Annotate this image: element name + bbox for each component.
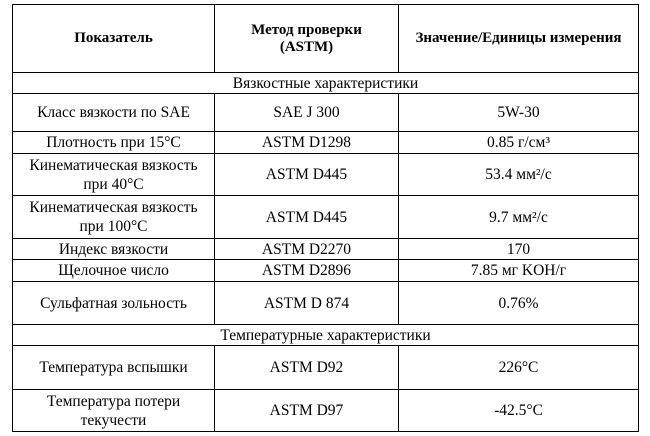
section-row: Вязкостные характеристики — [12, 72, 639, 94]
header-row: Показатель Метод проверки (ASTM) Значение/… — [12, 4, 639, 73]
data-row: Индекс вязкости ASTM D2270 170 — [12, 238, 639, 260]
cell: 0.85 г/см³ — [398, 131, 639, 154]
cell: ASTM D97 — [214, 389, 399, 432]
cell: ASTM D92 — [214, 345, 399, 390]
cell: Сульфатная зольность — [12, 281, 215, 325]
cell: 226°C — [398, 345, 639, 390]
cell: Температура вспышки — [12, 345, 215, 390]
cell: ASTM D2896 — [214, 259, 399, 282]
data-row: Кинематическая вязкость при 100°C ASTM D4… — [12, 195, 639, 239]
cell: Щелочное число — [12, 259, 215, 282]
cell: SAE J 300 — [214, 93, 399, 132]
cell: Класс вязкости по SAE — [12, 93, 215, 132]
header-cell: Метод проверки (ASTM) — [214, 4, 399, 73]
cell: Кинематическая вязкость при 40°C — [12, 153, 215, 196]
cell: Плотность при 15°C — [12, 131, 215, 154]
section-row: Температурные характеристики — [12, 324, 639, 346]
data-row: Плотность при 15°C ASTM D1298 0.85 г/см³ — [12, 131, 639, 154]
spec-table: Показатель Метод проверки (ASTM) Значение/… — [12, 4, 639, 432]
header-cell: Показатель — [12, 4, 215, 73]
data-row: Температура потери текучести ASTM D97 -42.… — [12, 389, 639, 432]
data-row: Кинематическая вязкость при 40°C ASTM D44… — [12, 153, 639, 196]
header-cell: Значение/Единицы измерения — [398, 4, 639, 73]
table-body: Показатель Метод проверки (ASTM) Значение/… — [12, 4, 639, 432]
cell: Индекс вязкости — [12, 238, 215, 260]
data-row: Температура вспышки ASTM D92 226°C — [12, 345, 639, 390]
cell: -42.5°C — [398, 389, 639, 432]
data-row: Класс вязкости по SAE SAE J 300 5W-30 — [12, 93, 639, 132]
cell: 0.76% — [398, 281, 639, 325]
cell: Кинематическая вязкость при 100°C — [12, 195, 215, 239]
cell: 5W-30 — [398, 93, 639, 132]
data-row: Щелочное число ASTM D2896 7.85 мг KOH/г — [12, 259, 639, 282]
cell: 170 — [398, 238, 639, 260]
cell: ASTM D445 — [214, 153, 399, 196]
cell: 53.4 мм²/с — [398, 153, 639, 196]
cell: ASTM D1298 — [214, 131, 399, 154]
cell: 9.7 мм²/с — [398, 195, 639, 239]
cell: ASTM D2270 — [214, 238, 399, 260]
section-title: Вязкостные характеристики — [12, 72, 639, 94]
data-row: Сульфатная зольность ASTM D 874 0.76% — [12, 281, 639, 325]
cell: ASTM D 874 — [214, 281, 399, 325]
section-title: Температурные характеристики — [12, 324, 639, 346]
cell: Температура потери текучести — [12, 389, 215, 432]
cell: ASTM D445 — [214, 195, 399, 239]
cell: 7.85 мг KOH/г — [398, 259, 639, 282]
